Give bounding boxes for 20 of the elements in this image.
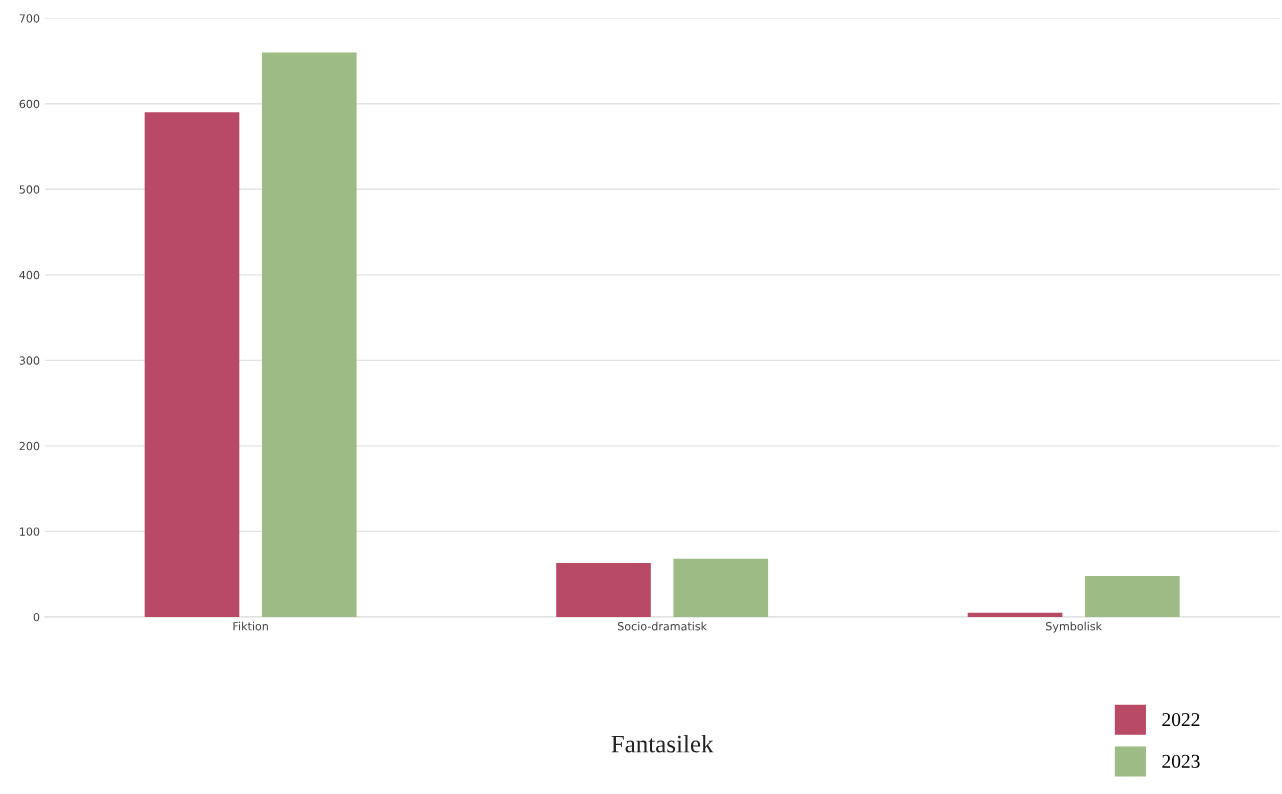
legend-label: 2022	[1162, 713, 1200, 727]
y-tick-label: 300	[19, 356, 40, 365]
bar	[967, 612, 1063, 617]
y-tick-label: 0	[33, 612, 40, 622]
y-tick-label: 700	[19, 14, 40, 23]
text: Fantasilek	[611, 734, 714, 753]
x-tick-label: Fiktion	[233, 621, 268, 631]
bar	[1084, 575, 1180, 617]
y-tick-label: 500	[19, 185, 40, 194]
y-tick-label: 400	[19, 270, 40, 280]
x-tick-label: Socio-dramatisk	[617, 621, 708, 631]
bar	[556, 563, 651, 617]
bar	[673, 558, 769, 617]
y-tick-label: 600	[19, 99, 40, 109]
y-tick-label: 100	[20, 527, 40, 536]
legend-label: 2023	[1162, 754, 1200, 768]
x-tick-label: Symbolisk	[1046, 621, 1102, 633]
bar	[261, 52, 357, 617]
y-tick-label: 200	[19, 441, 40, 451]
bar	[144, 112, 240, 617]
